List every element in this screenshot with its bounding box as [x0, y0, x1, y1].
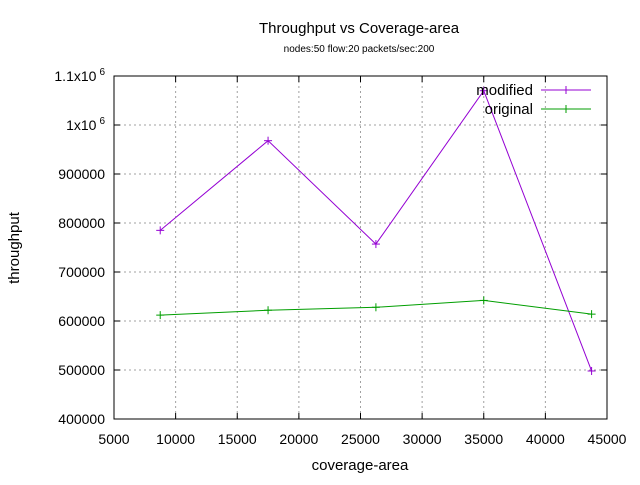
- data-point-modified: [264, 136, 273, 145]
- legend-label-original: original: [485, 101, 533, 118]
- data-point-modified: [371, 240, 380, 249]
- x-tick-label: 25000: [341, 431, 380, 447]
- data-point-original: [371, 303, 380, 312]
- y-tick-label-base: 1x10: [66, 117, 97, 133]
- chart-subtitle: nodes:50 flow:20 packets/sec:200: [284, 44, 435, 55]
- x-tick-label: 5000: [98, 431, 129, 447]
- legend-marker-original: [562, 105, 570, 113]
- y-tick-label: 1.1x10 6: [54, 67, 105, 84]
- x-tick-label: 40000: [526, 431, 565, 447]
- series-line-modified: [159, 89, 593, 372]
- legend-marker-modified: [562, 86, 570, 94]
- y-tick-label-base: 1.1x10: [54, 68, 96, 84]
- y-tick-label: 400000: [58, 411, 105, 427]
- x-tick-label: 45000: [588, 431, 627, 447]
- data-point-original: [156, 311, 165, 320]
- x-tick-label: 20000: [279, 431, 318, 447]
- x-tick-label: 35000: [464, 431, 503, 447]
- x-tick-label: 10000: [156, 431, 195, 447]
- y-tick-label: 700000: [58, 264, 105, 280]
- data-point-modified: [587, 366, 596, 375]
- y-tick-label: 600000: [58, 313, 105, 329]
- data-point-original: [264, 306, 273, 315]
- series-group: [156, 86, 596, 375]
- plot-frame: [113, 75, 608, 420]
- legend-label-modified: modified: [476, 82, 533, 99]
- y-tick-label-exponent: 6: [99, 116, 105, 127]
- data-point-original: [587, 310, 596, 319]
- legend: modified original: [476, 82, 591, 118]
- grid: [114, 76, 607, 419]
- x-axis-label: coverage-area: [312, 457, 409, 474]
- data-point-original: [479, 296, 488, 305]
- y-tick-label-exponent: 6: [99, 67, 105, 78]
- data-point-modified: [156, 226, 165, 235]
- chart-title: Throughput vs Coverage-area: [259, 20, 460, 37]
- axes: 5000 10000 15000 20000 25000 30000 35000 40000 4…: [54, 67, 626, 447]
- y-tick-label: 800000: [58, 215, 105, 231]
- x-tick-label: 30000: [403, 431, 442, 447]
- y-tick-label: 900000: [58, 166, 105, 182]
- y-axis-label: throughput: [6, 211, 23, 284]
- y-tick-label: 1x10 6: [66, 116, 105, 133]
- data-point-modified: [479, 86, 488, 95]
- y-tick-label: 500000: [58, 362, 105, 378]
- x-tick-label: 15000: [218, 431, 257, 447]
